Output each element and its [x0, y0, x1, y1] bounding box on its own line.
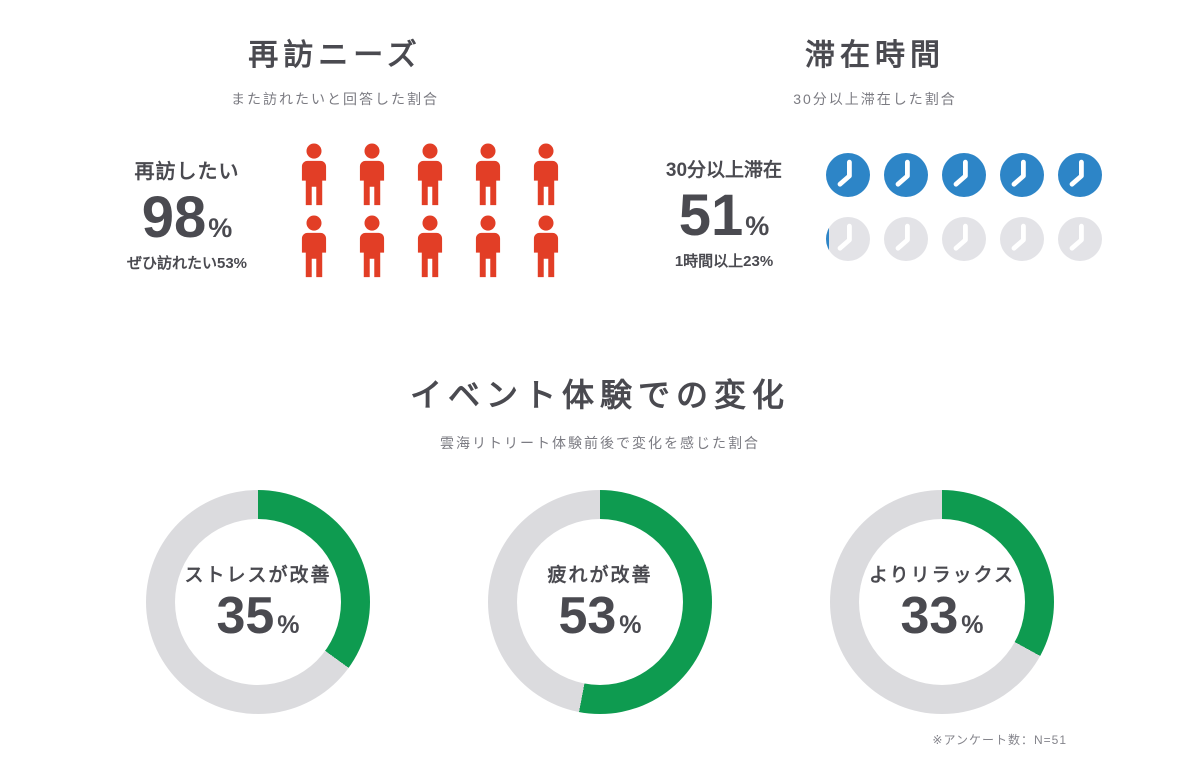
clock-icon: [824, 215, 872, 263]
stay-stat-label: 30分以上滞在: [665, 160, 783, 181]
donut-relax-value: 33%: [900, 589, 983, 644]
change-donut-row: ストレスが改善 35% 疲れが改善 53% よりリラックス 33%: [0, 490, 1200, 714]
stay-stat-sub: 1時間以上23%: [674, 252, 774, 270]
stay-stat-value: 51%: [646, 184, 802, 248]
stay-content: 30分以上滞在 51% 1時間以上23%: [630, 143, 1120, 271]
person-icon: [293, 215, 335, 278]
revisit-subtitle: また訪れたいと回答した割合: [231, 91, 439, 107]
donut-chart-fatigue: 疲れが改善 53%: [488, 490, 712, 714]
stay-stat: 30分以上滞在 51% 1時間以上23%: [646, 143, 802, 271]
donut-relax-hole: よりリラックス 33%: [859, 519, 1025, 685]
clock-icon: [1056, 215, 1104, 263]
clock-icon: [1056, 151, 1104, 199]
revisit-stat-label: 再訪したい: [134, 161, 240, 183]
donut-stress-value: 35%: [216, 589, 299, 644]
revisit-title: 再訪ニーズ: [248, 39, 422, 72]
person-icon: [525, 143, 567, 206]
donut-stress-percent: 35: [216, 587, 275, 646]
revisit-stat-value: 98%: [103, 186, 271, 250]
revisit-person-grid: [293, 143, 567, 278]
person-icon: [409, 143, 451, 206]
donut-relax-label: よりリラックス: [868, 565, 1016, 587]
clock-icon: [882, 151, 930, 199]
stay-title: 滞在時間: [805, 39, 945, 72]
section-change-header: イベント体験での変化 雲海リトリート体験前後で変化を感じた割合: [0, 370, 1200, 453]
revisit-stat-sub: ぜひ訪れたい53%: [126, 254, 248, 272]
donut-chart-relax: よりリラックス 33%: [830, 490, 1054, 714]
section-stay: 滞在時間 30分以上滞在した割合 30分以上滞在 51% 1時間以上23%: [630, 38, 1120, 271]
revisit-stat: 再訪したい 98% ぜひ訪れたい53%: [103, 143, 271, 273]
person-icon: [293, 143, 335, 206]
donut-relax-unit: %: [961, 611, 984, 640]
person-icon: [351, 143, 393, 206]
donut-stress-label: ストレスが改善: [184, 565, 332, 587]
clock-icon: [998, 215, 1046, 263]
donut-fatigue-unit: %: [619, 611, 642, 640]
donut-fatigue-value: 53%: [558, 589, 641, 644]
revisit-percent-unit: %: [208, 213, 233, 243]
revisit-percent: 98: [141, 185, 207, 250]
donut-chart-stress: ストレスが改善 35%: [146, 490, 370, 714]
donut-fatigue-hole: 疲れが改善 53%: [517, 519, 683, 685]
section-revisit: 再訪ニーズ また訪れたいと回答した割合 再訪したい 98% ぜひ訪れたい53%: [80, 38, 590, 278]
change-title: イベント体験での変化: [409, 377, 790, 413]
donut-fatigue-label: 疲れが改善: [547, 565, 653, 587]
donut-relax-percent: 33: [900, 587, 959, 646]
stay-percent: 51: [678, 183, 744, 248]
donut-stress-unit: %: [277, 611, 300, 640]
change-subtitle: 雲海リトリート体験前後で変化を感じた割合: [440, 435, 760, 451]
clock-icon: [882, 215, 930, 263]
stay-subtitle: 30分以上滞在した割合: [793, 91, 957, 107]
stay-percent-unit: %: [745, 211, 770, 241]
person-icon: [525, 215, 567, 278]
clock-icon: [940, 151, 988, 199]
donut-stress-hole: ストレスが改善 35%: [175, 519, 341, 685]
revisit-content: 再訪したい 98% ぜひ訪れたい53%: [80, 143, 590, 278]
donut-fatigue-percent: 53: [558, 587, 617, 646]
person-icon: [409, 215, 451, 278]
person-icon: [467, 215, 509, 278]
clock-icon: [824, 151, 872, 199]
clock-icon: [998, 151, 1046, 199]
survey-count-note: ※アンケート数：N=51: [932, 733, 1067, 747]
clock-icon: [940, 215, 988, 263]
person-icon: [351, 215, 393, 278]
stay-clock-grid: [824, 151, 1104, 263]
person-icon: [467, 143, 509, 206]
